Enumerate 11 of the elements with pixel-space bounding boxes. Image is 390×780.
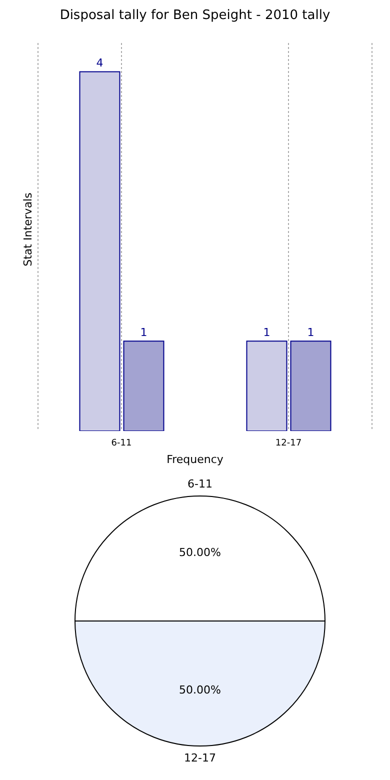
slice-label: 6-11 <box>188 478 212 490</box>
x-axis-title: Frequency <box>166 453 224 466</box>
data-label: 50.00% <box>179 683 221 696</box>
data-label: 4 <box>96 56 104 70</box>
data-label: 1 <box>140 326 148 340</box>
slice-label: 12-17 <box>184 752 216 764</box>
chart-title: Disposal tally for Ben Speight - 2010 tally <box>58 8 332 23</box>
y-axis-title: Stat Intervals <box>22 192 34 268</box>
data-label: 1 <box>307 326 314 340</box>
data-label: 1 <box>263 326 270 340</box>
data-label: 50.00% <box>179 546 221 559</box>
